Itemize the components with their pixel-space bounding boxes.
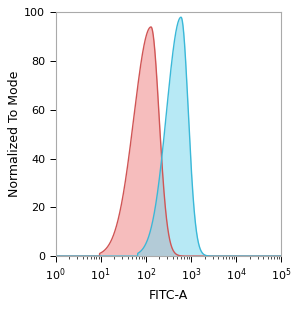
X-axis label: FITC-A: FITC-A [149,289,188,302]
Y-axis label: Normalized To Mode: Normalized To Mode [8,71,21,197]
